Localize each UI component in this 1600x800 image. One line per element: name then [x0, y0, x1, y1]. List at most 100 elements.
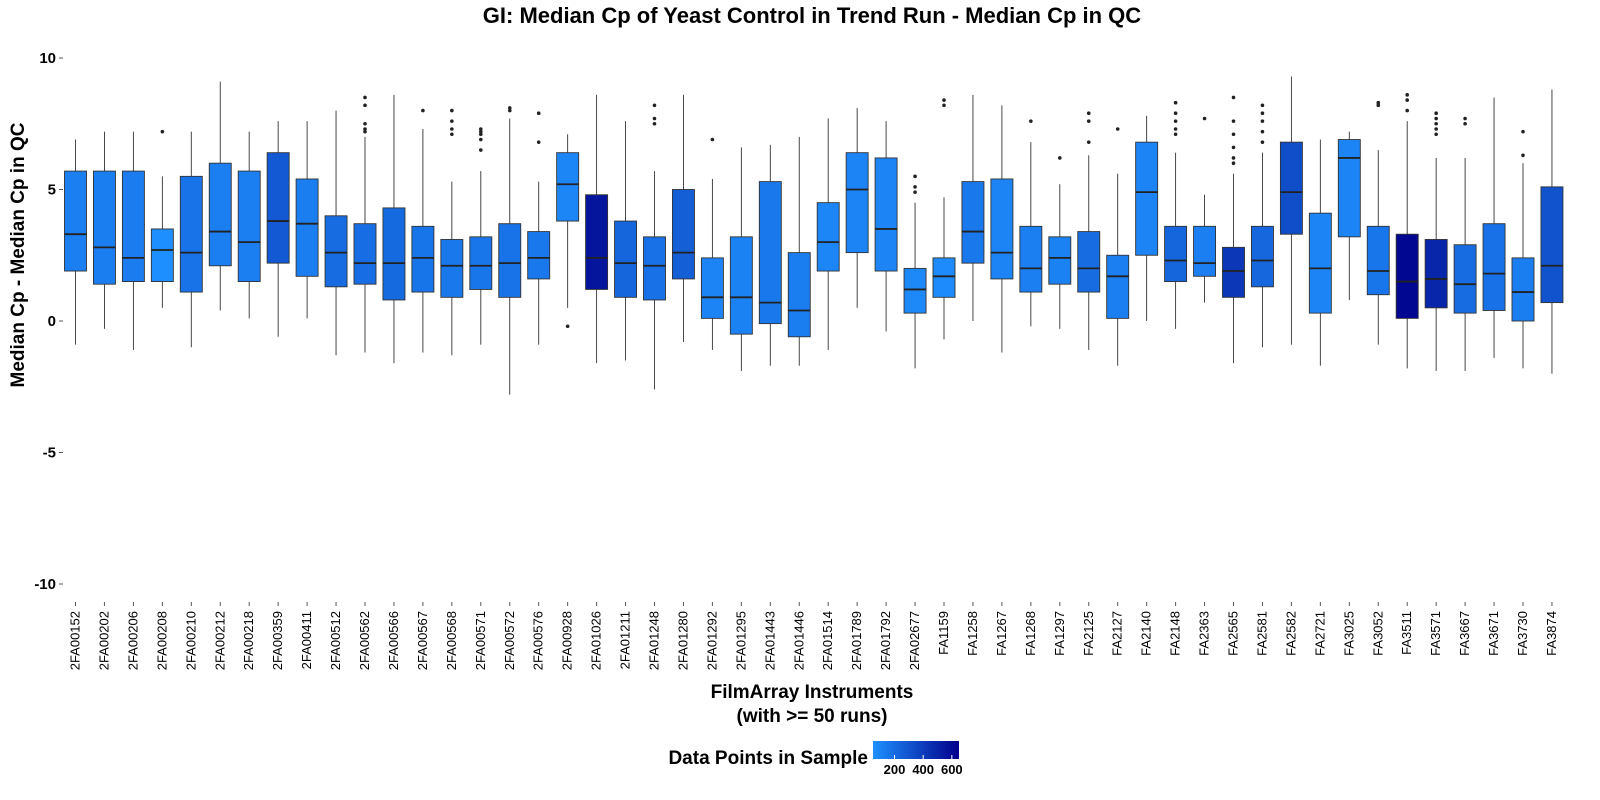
- legend-colorbar: [873, 741, 959, 759]
- box-2FA00566: [382, 94, 406, 364]
- iqr-box: [1250, 225, 1274, 288]
- box-FA3667: [1453, 116, 1477, 371]
- outlier-point: [710, 137, 715, 142]
- x-tick-label: 2FA01292: [704, 611, 719, 670]
- iqr-box: [729, 236, 753, 335]
- iqr-box: [1453, 244, 1477, 314]
- x-tick-label: FA2148: [1168, 611, 1183, 656]
- iqr-box: [672, 189, 695, 280]
- x-tick-label: FA3730: [1515, 611, 1530, 656]
- outlier-point: [1463, 121, 1467, 126]
- outlier-point: [1173, 132, 1178, 137]
- iqr-box: [353, 223, 377, 285]
- outlier-point: [1463, 116, 1467, 121]
- x-axis-subtitle: (with >= 50 runs): [737, 706, 888, 727]
- x-tick-label: FA1268: [1023, 611, 1038, 656]
- outlier-point: [1521, 153, 1525, 158]
- x-tick-label: 2FA00562: [357, 611, 372, 670]
- box-FA1268: [1019, 119, 1043, 327]
- box-FA2363: [1193, 116, 1217, 303]
- x-tick-label: 2FA00152: [68, 611, 83, 670]
- x-tick-label: FA1267: [994, 611, 1009, 656]
- iqr-box: [1077, 231, 1101, 293]
- box-FA2127: [1106, 127, 1130, 366]
- outlier-point: [1434, 116, 1438, 121]
- iqr-box: [1048, 236, 1072, 285]
- iqr-box: [469, 236, 493, 290]
- iqr-box: [816, 202, 840, 272]
- outlier-point: [1405, 98, 1409, 102]
- x-tick-label: 2FA00208: [154, 611, 169, 670]
- x-tick-label: FA2565: [1226, 611, 1241, 656]
- outlier-point: [1173, 111, 1178, 116]
- outlier-point: [421, 108, 425, 113]
- outlier-point: [479, 132, 483, 137]
- x-tick-label: 2FA01443: [762, 611, 777, 670]
- iqr-box: [1337, 139, 1361, 238]
- outlier-point: [450, 108, 454, 113]
- outlier-point: [1115, 127, 1120, 131]
- iqr-box: [237, 170, 261, 282]
- box-2FA00568: [440, 108, 464, 356]
- box-FA2721: [1308, 139, 1332, 366]
- x-tick-label: 2FA00576: [531, 611, 546, 670]
- box-2FA00567: [411, 108, 435, 353]
- iqr-box: [121, 170, 145, 282]
- y-tick-label: 5: [48, 182, 56, 199]
- iqr-box: [1424, 239, 1448, 309]
- outlier-point: [363, 103, 367, 108]
- box-2FA00212: [208, 81, 232, 311]
- legend-tick-label: 600: [941, 762, 963, 777]
- x-tick-label: 2FA00566: [386, 611, 401, 670]
- box-FA2582: [1279, 76, 1303, 345]
- x-tick-label: 2FA00572: [502, 611, 517, 670]
- outlier-point: [1173, 127, 1178, 131]
- box-2FA01789: [845, 107, 869, 308]
- legend-title: Data Points in Sample: [668, 748, 868, 769]
- outlier-point: [363, 95, 367, 100]
- x-tick-label: 2FA00359: [270, 611, 285, 670]
- box-FA2581: [1250, 103, 1274, 348]
- box-FA2148: [1164, 100, 1188, 329]
- iqr-box: [1308, 212, 1332, 314]
- box-FA2565: [1222, 95, 1245, 364]
- iqr-box: [1106, 254, 1130, 319]
- x-tick-label: FA3025: [1341, 611, 1356, 656]
- outlier-point: [1202, 116, 1207, 121]
- outlier-point: [1521, 129, 1525, 134]
- iqr-box: [64, 170, 87, 272]
- x-tick-label: 2FA00512: [328, 611, 343, 670]
- iqr-box: [150, 228, 174, 282]
- x-tick-label: FA2140: [1139, 611, 1154, 656]
- y-axis: -10 -5 0 5 10: [34, 50, 63, 593]
- outlier-point: [1086, 119, 1091, 123]
- x-tick-label: FA2721: [1312, 611, 1327, 656]
- box-FA1159: [932, 98, 956, 340]
- box-2FA01280: [672, 94, 695, 343]
- outlier-point: [1231, 145, 1236, 150]
- iqr-box: [1511, 257, 1535, 322]
- outlier-point: [1376, 103, 1381, 108]
- box-FA3730: [1511, 129, 1535, 369]
- legend-tick-label: 200: [884, 762, 906, 777]
- x-axis-title: FilmArray Instruments: [711, 682, 914, 703]
- outlier-point: [536, 140, 541, 144]
- box-FA3671: [1482, 97, 1506, 358]
- box-2FA00571: [469, 127, 493, 345]
- outlier-point: [450, 119, 454, 123]
- x-tick-label: FA3052: [1370, 611, 1385, 656]
- iqr-box: [266, 152, 290, 264]
- outlier-point: [507, 108, 512, 113]
- box-2FA00210: [179, 131, 203, 348]
- iqr-box: [1222, 246, 1245, 298]
- iqr-box: [874, 157, 898, 272]
- iqr-box: [527, 231, 551, 280]
- x-tick-label: FA1159: [936, 611, 951, 655]
- iqr-box: [440, 239, 464, 298]
- outlier-point: [652, 116, 657, 121]
- outlier-point: [479, 148, 483, 152]
- outlier-point: [913, 185, 917, 189]
- outlier-point: [1434, 132, 1438, 137]
- box-2FA01514: [816, 118, 840, 350]
